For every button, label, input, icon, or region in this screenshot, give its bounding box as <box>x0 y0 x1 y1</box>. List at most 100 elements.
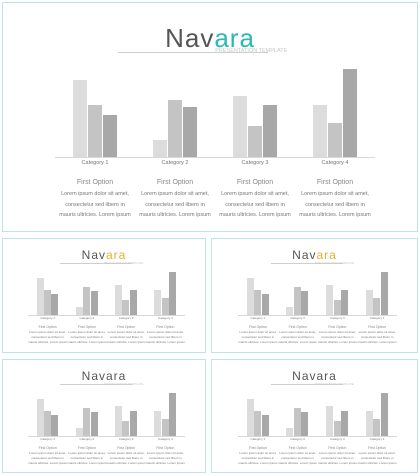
option-label: First Option <box>248 446 267 450</box>
bar-3-2 <box>247 126 263 157</box>
description-line: mauris ultricies. Lorem ipsum <box>28 340 68 345</box>
bar-4-1 <box>365 410 373 436</box>
bar-1-1 <box>72 80 88 157</box>
bar-chart: Category 1 Category 2 Category 3 Category 4 <box>238 270 397 320</box>
description-line: Lorem ipsum dolor sit amet, <box>358 330 396 334</box>
bar-2-2 <box>167 99 183 157</box>
bar-2-2 <box>293 286 301 315</box>
bar-1-1 <box>36 277 44 315</box>
description-line: mauris ultricies. Lorem ipsum <box>278 461 318 466</box>
option-label: First Option <box>288 325 307 329</box>
slide-title-part-a: Navara <box>292 369 337 383</box>
description-line: consectetur sed libero in <box>321 456 354 461</box>
option-label: First Option <box>76 179 114 186</box>
description-line: Lorem ipsum dolor sit amet, <box>301 191 369 197</box>
option-description: Lorem ipsum dolor sit amet, consectetur s… <box>101 330 152 346</box>
slide-title: Navara <box>3 248 205 262</box>
bar-2-2 <box>83 407 91 436</box>
bar-2-1 <box>75 306 83 315</box>
slide-thumbnail[interactable]: Navara PRESENTATION TEMPLATE First Option L… <box>2 238 206 353</box>
category-label: Category 4 <box>158 316 173 320</box>
slide-title-part-a: Nav <box>81 248 106 262</box>
option-label: First Option <box>156 325 175 329</box>
option-label: First Option <box>248 325 267 329</box>
description-line: Lorem ipsum dolor sit amet, <box>239 330 277 334</box>
bar-chart: Category 1 Category 2 Category 3 Category 4 <box>238 391 397 441</box>
bar-1-1 <box>246 398 254 436</box>
category-label: Category 4 <box>369 316 385 320</box>
category-label: Category 3 <box>241 160 269 166</box>
bar-4-2 <box>373 419 381 436</box>
option-description: Lorem ipsum dolor sit amet, consectetur s… <box>312 330 364 346</box>
description-line: consectetur sed libero in <box>31 335 64 340</box>
description-line: mauris ultricies. Lorem ipsum <box>238 461 278 466</box>
slide-title-part-b: ara <box>316 248 337 262</box>
bar-4-3 <box>342 68 358 157</box>
description-line: Lorem ipsum dolor sit amet, <box>279 330 317 334</box>
chart-baseline <box>55 157 375 158</box>
slide-thumbnail[interactable]: Navara PRESENTATION TEMPLATE First Option L… <box>211 359 418 473</box>
category-label: Category 3 <box>118 437 134 441</box>
description-line: Lorem ipsum dolor sit amet, <box>146 451 184 455</box>
bar-3-2 <box>333 300 341 315</box>
description-line: mauris ultricies. Lorem ipsum <box>145 461 185 466</box>
bar-1-2 <box>43 410 51 436</box>
description-line: Lorem ipsum dolor sit amet, <box>61 191 129 197</box>
title-rule <box>270 384 343 385</box>
description-line: mauris ultricies. Lorem ipsum <box>67 461 107 466</box>
bar-1-3 <box>261 415 269 436</box>
bar-chart: Category 1 Category 2 Category 3 Category 4 <box>28 270 185 320</box>
description-line: mauris ultricies. Lorem ipsum <box>145 340 185 345</box>
option-label: First Option <box>156 446 175 450</box>
description-line: consectetur sed libero in <box>65 201 125 208</box>
description-line: consectetur sed libero in <box>145 201 205 208</box>
option-description: Lorem ipsum dolor sit amet, consectetur s… <box>312 451 364 467</box>
option-label: First Option <box>77 325 96 329</box>
option-label: First Option <box>117 446 136 450</box>
bar-3-1 <box>115 406 123 436</box>
option-description: Lorem ipsum dolor sit amet, consectetur s… <box>232 330 284 346</box>
description-line: consectetur sed libero in <box>70 335 104 340</box>
description-line: consectetur sed libero in <box>360 456 394 461</box>
slide-thumbnail[interactable]: Navara PRESENTATION TEMPLATE First Option L… <box>2 359 206 473</box>
option-label: First Option <box>288 446 307 450</box>
slide-subtitle: PRESENTATION TEMPLATE <box>104 261 144 265</box>
category-label: Category 2 <box>161 160 189 166</box>
description-line: consectetur sed libero in <box>149 335 182 340</box>
description-line: mauris ultricies. Lorem ipsum <box>106 340 146 345</box>
description-line: mauris ultricies. Lorem ipsum <box>28 461 68 466</box>
option-description: Lorem ipsum dolor sit amet, consectetur s… <box>283 189 387 221</box>
bar-4-2 <box>161 298 169 315</box>
title-rule <box>60 263 133 264</box>
bar-3-3 <box>129 410 137 436</box>
slide-subtitle: PRESENTATION TEMPLATE <box>104 382 144 386</box>
category-label: Category 2 <box>290 437 305 441</box>
bar-1-2 <box>87 105 103 157</box>
option-description: Lorem ipsum dolor sit amet, consectetur s… <box>140 330 191 346</box>
category-label: Category 4 <box>158 437 173 441</box>
bar-4-1 <box>312 105 328 157</box>
slide-thumbnail[interactable]: Navara PRESENTATION TEMPLATE First Option L… <box>2 2 418 232</box>
description-line: Lorem ipsum dolor sit amet, <box>107 330 145 334</box>
description-line: consectetur sed libero in <box>321 335 354 340</box>
slide-title: Navara <box>212 369 417 383</box>
description-line: Lorem ipsum dolor sit amet, <box>239 451 277 455</box>
description-line: mauris ultricies. Lorem ipsum <box>59 212 131 218</box>
option-label: First Option <box>236 179 274 186</box>
option-description: Lorem ipsum dolor sit amet, consectetur s… <box>101 451 152 467</box>
option-description: Lorem ipsum dolor sit amet, consectetur s… <box>203 189 307 221</box>
option-description: Lorem ipsum dolor sit amet, consectetur s… <box>123 189 227 221</box>
bar-2-3 <box>301 290 309 315</box>
description-line: Lorem ipsum dolor sit amet, <box>318 451 356 455</box>
category-label: Category 2 <box>290 316 305 320</box>
option-description: Lorem ipsum dolor sit amet, consectetur s… <box>140 451 191 467</box>
option-description: Lorem ipsum dolor sit amet, consectetur s… <box>43 189 147 221</box>
bar-3-2 <box>333 421 341 436</box>
category-label: Category 1 <box>81 160 109 166</box>
slide-thumbnail[interactable]: Navara PRESENTATION TEMPLATE First Option L… <box>211 238 418 353</box>
category-label: Category 1 <box>40 316 55 320</box>
bar-1-3 <box>51 415 59 436</box>
description-line: mauris ultricies. Lorem ipsum <box>317 340 357 345</box>
description-line: consectetur sed libero in <box>281 335 314 340</box>
bar-chart: Category 1 Category 2 Category 3 Category 4 <box>28 391 185 441</box>
